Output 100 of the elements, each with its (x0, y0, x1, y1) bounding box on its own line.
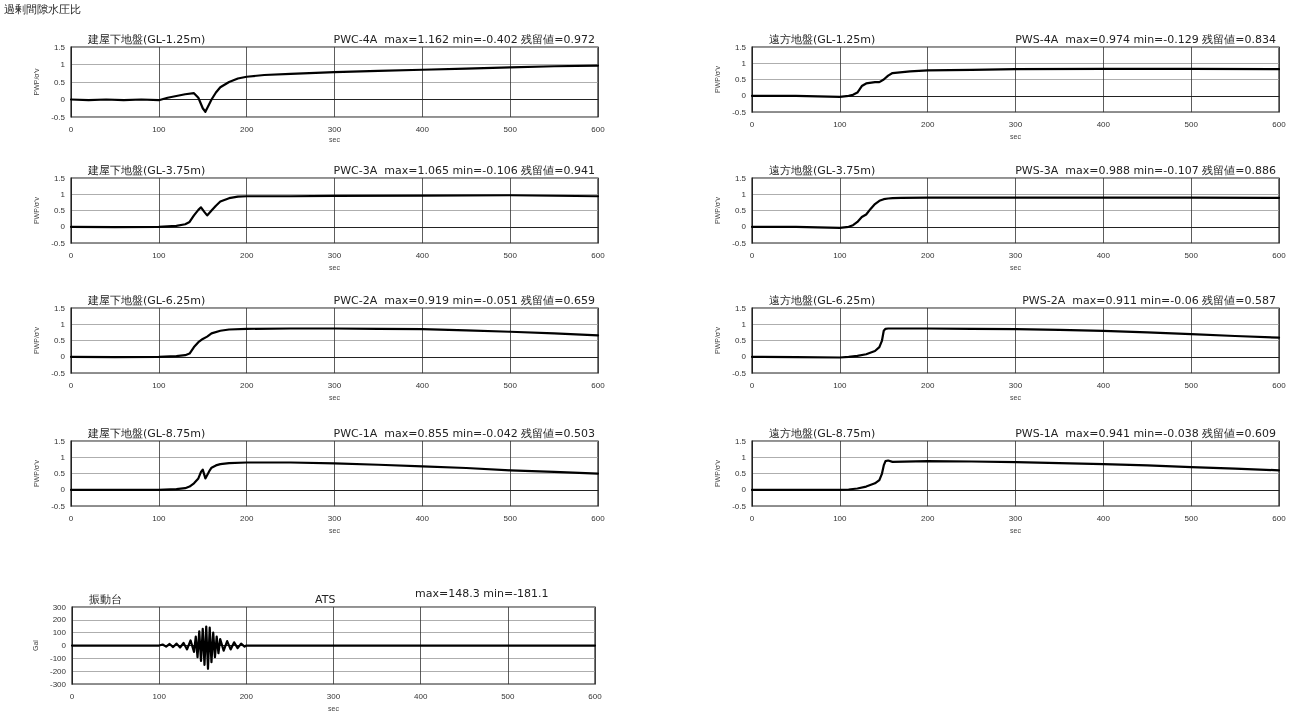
x-tick-label: 200 (239, 380, 254, 390)
chart-title: 建屋下地盤(GL-6.25m) (87, 294, 206, 307)
x-tick-label: 400 (1096, 513, 1111, 523)
y-tick-label: -0.5 (51, 368, 66, 378)
x-tick-label: 300 (326, 691, 341, 701)
line-series (69, 194, 600, 229)
x-tick-label: 500 (503, 513, 518, 523)
chart-subtitle: ATS (315, 593, 336, 606)
y-tick-label: -200 (49, 666, 67, 676)
chart-title: 遠方地盤(GL-1.25m) (769, 33, 876, 46)
y-tick-label: -0.5 (732, 368, 747, 378)
x-tick-label: 500 (503, 124, 518, 134)
chart-subtitle: PWS-4A max=0.974 min=-0.129 残留値=0.834 (1015, 33, 1277, 46)
x-tick-label: 500 (1184, 119, 1199, 129)
x-tick-label: 300 (1008, 250, 1023, 260)
y-tick-label: 1 (60, 60, 66, 69)
y-tick-label: 0 (741, 91, 747, 101)
line-series (750, 67, 1281, 98)
x-tick-label: 200 (239, 250, 254, 260)
y-tick-label: 0.5 (734, 206, 747, 216)
y-tick-label: 1.5 (734, 436, 747, 446)
line-series (69, 64, 600, 113)
chart-subtitle: PWS-3A max=0.988 min=-0.107 残留値=0.886 (1015, 164, 1277, 177)
x-tick-label: 100 (152, 124, 167, 134)
y-tick-label: -0.5 (732, 501, 747, 511)
chart-subtitle: PWC-4A max=1.162 min=-0.402 残留値=0.972 (333, 33, 596, 46)
x-tick-label: 200 (920, 250, 935, 260)
x-tick-label: 400 (415, 124, 430, 134)
y-tick-label: 1.5 (53, 173, 66, 183)
x-tick-label: 0 (749, 119, 755, 129)
chart-title: 建屋下地盤(GL-3.75m) (87, 164, 206, 177)
chart-title: 遠方地盤(GL-8.75m) (769, 427, 876, 440)
x-tick-label: 0 (68, 513, 74, 523)
y-tick-label: 0 (741, 352, 747, 362)
y-tick-label: -0.5 (51, 112, 66, 122)
x-tick-label: 400 (415, 380, 430, 390)
x-tick-label: 300 (1008, 380, 1023, 390)
x-tick-label: 0 (68, 250, 74, 260)
x-tick-label: 100 (152, 380, 167, 390)
y-tick-label: 0 (60, 222, 66, 232)
x-tick-label: 300 (327, 124, 342, 134)
chart-title: 建屋下地盤(GL-8.75m) (87, 427, 206, 440)
x-tick-label: 200 (239, 124, 254, 134)
x-tick-label: 400 (415, 513, 430, 523)
x-tick-label: 200 (239, 691, 254, 701)
text: 過剰間隙水圧比 (4, 3, 81, 16)
line-series (69, 327, 600, 359)
y-tick-label: 200 (52, 615, 67, 625)
y-tick-label: 0 (741, 485, 747, 495)
x-tick-label: 600 (1272, 250, 1287, 260)
y-tick-label: 1 (741, 189, 747, 199)
y-tick-label: 0 (741, 222, 747, 232)
x-tick-label: 600 (1272, 513, 1287, 523)
y-tick-label: 0.5 (53, 336, 66, 346)
line-series (750, 327, 1281, 359)
x-tick-label: 0 (749, 380, 755, 390)
y-tick-label: 0 (60, 352, 66, 362)
x-tick-label: 300 (327, 380, 342, 390)
y-tick-label: 1 (60, 319, 66, 329)
x-tick-label: 100 (152, 691, 167, 701)
line-series (69, 461, 600, 491)
line-series (750, 459, 1281, 491)
x-tick-label: 200 (920, 380, 935, 390)
y-tick-label: -300 (49, 679, 67, 689)
x-tick-label: 400 (1096, 250, 1111, 260)
chart-subtitle: PWC-3A max=1.065 min=-0.106 残留値=0.941 (333, 164, 596, 177)
y-tick-label: 0 (60, 95, 66, 104)
y-tick-label: 1.5 (53, 303, 66, 313)
x-tick-label: 400 (1096, 119, 1111, 129)
line-series (70, 625, 597, 670)
x-tick-label: 200 (920, 513, 935, 523)
x-tick-label: 400 (413, 691, 428, 701)
y-tick-label: 0 (61, 641, 67, 651)
x-tick-label: 200 (239, 513, 254, 523)
chart-title: 遠方地盤(GL-6.25m) (769, 294, 876, 307)
x-tick-label: 300 (1008, 119, 1023, 129)
x-tick-label: 600 (591, 124, 606, 134)
y-tick-label: 0.5 (734, 336, 747, 346)
y-tick-label: 0.5 (53, 77, 66, 87)
y-tick-label: 300 (52, 602, 67, 612)
x-tick-label: 100 (152, 513, 167, 523)
text: max=148.3 min=-181.1 (415, 587, 549, 600)
y-tick-label: -0.5 (51, 238, 66, 248)
y-tick-label: -0.5 (51, 501, 66, 511)
y-tick-label: 1 (60, 189, 66, 199)
line-series (750, 196, 1281, 229)
x-tick-label: 600 (588, 691, 603, 701)
x-tick-label: 600 (1272, 119, 1287, 129)
chart-subtitle: PWS-2A max=0.911 min=-0.06 残留値=0.587 (1022, 294, 1277, 307)
x-tick-label: 100 (833, 119, 848, 129)
x-tick-label: 0 (749, 513, 755, 523)
x-tick-label: 500 (503, 380, 518, 390)
y-tick-label: -100 (49, 653, 67, 663)
x-tick-label: 600 (591, 380, 606, 390)
chart-title: 遠方地盤(GL-3.75m) (769, 164, 876, 177)
x-tick-label: 600 (591, 513, 606, 523)
x-tick-label: 0 (749, 250, 755, 260)
y-tick-label: 1 (741, 58, 747, 68)
x-tick-label: 0 (69, 691, 75, 701)
x-tick-label: 0 (68, 380, 74, 390)
